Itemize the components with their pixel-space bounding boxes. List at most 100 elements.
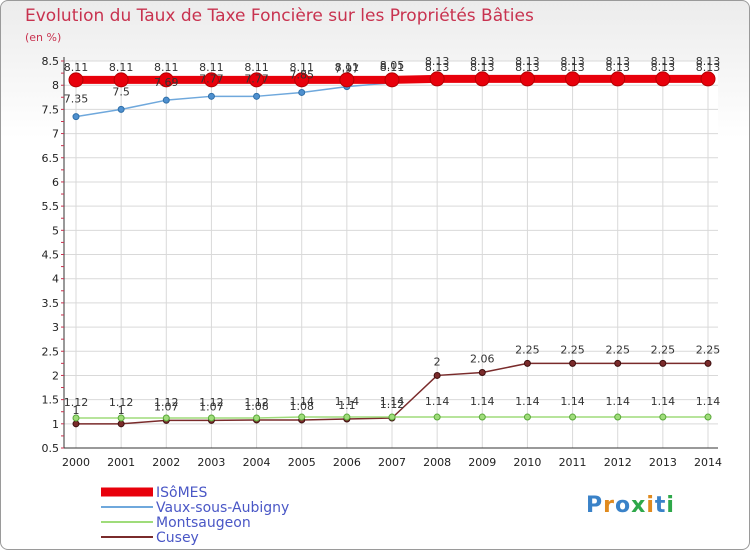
x-tick-label: 2009: [468, 456, 496, 469]
data-point: [253, 414, 261, 422]
data-point: [117, 105, 125, 113]
data-label: 2.06: [470, 353, 495, 366]
data-point: [659, 359, 667, 367]
data-point: [433, 413, 441, 421]
y-tick-label: 4.5: [42, 249, 60, 262]
logo-letter: r: [603, 493, 615, 518]
data-point: [203, 72, 219, 88]
data-label: 8.05: [380, 59, 405, 72]
y-tick-label: 6: [52, 176, 59, 189]
data-point: [72, 113, 80, 121]
data-label: 1: [118, 404, 125, 417]
data-point: [429, 71, 445, 87]
data-point: [565, 71, 581, 87]
data-label: 1: [73, 404, 80, 417]
data-label: 8.11: [335, 61, 360, 74]
y-tick-label: 1.5: [42, 394, 60, 407]
data-label: 1.14: [335, 395, 360, 408]
data-label: 2.25: [605, 343, 630, 356]
legend-label: Montsaugeon: [156, 515, 251, 531]
data-label: 1.14: [696, 395, 721, 408]
data-label: 2: [434, 355, 441, 368]
data-label: 1.14: [470, 395, 495, 408]
data-label: 1.14: [605, 395, 630, 408]
data-point: [569, 359, 577, 367]
data-label: 1.14: [289, 395, 314, 408]
data-point: [72, 414, 80, 422]
y-tick-label: 1: [52, 418, 59, 431]
data-point: [117, 414, 125, 422]
data-label: 8.13: [470, 55, 495, 68]
logo-letter: i: [666, 493, 675, 518]
x-tick-label: 2008: [423, 456, 451, 469]
data-label: 8.11: [154, 61, 179, 74]
data-point: [298, 413, 306, 421]
data-label: 1.12: [154, 396, 179, 409]
y-tick-label: 5: [52, 224, 59, 237]
data-label: 2.25: [696, 343, 721, 356]
data-label: 8.13: [515, 61, 540, 74]
data-label: 1.14: [425, 395, 450, 408]
data-point: [523, 413, 531, 421]
data-label: 1.12: [64, 396, 89, 409]
data-point: [249, 72, 265, 88]
logo-letter: i: [646, 493, 655, 518]
data-label: 1.14: [560, 395, 585, 408]
y-tick-label: 3: [52, 321, 59, 334]
data-label: 2.25: [515, 343, 540, 356]
data-point: [700, 71, 716, 87]
x-tick-label: 2014: [694, 456, 722, 469]
data-point: [614, 359, 622, 367]
x-tick-label: 2004: [243, 456, 271, 469]
data-label: 1.12: [244, 396, 269, 409]
x-tick-label: 2005: [288, 456, 316, 469]
data-label: 1.08: [244, 400, 269, 413]
data-label: 1.14: [651, 395, 676, 408]
x-tick-label: 2007: [378, 456, 406, 469]
x-tick-label: 2010: [513, 456, 541, 469]
data-point: [659, 413, 667, 421]
data-point: [68, 72, 84, 88]
y-tick-label: 2.5: [42, 345, 60, 358]
logo-letter: x: [631, 493, 647, 518]
data-point: [655, 71, 671, 87]
proxiti-logo: Proxiti: [586, 493, 675, 518]
data-label: 1.07: [199, 400, 224, 413]
x-tick-label: 2000: [62, 456, 90, 469]
x-tick-label: 2012: [604, 456, 632, 469]
data-point: [610, 71, 626, 87]
data-label: 8.13: [696, 55, 721, 68]
x-tick-label: 2006: [333, 456, 361, 469]
data-point: [704, 359, 712, 367]
data-point: [298, 88, 306, 96]
data-label: 1.12: [380, 398, 405, 411]
data-label: 8.13: [425, 61, 450, 74]
data-label: 8.11: [109, 61, 134, 74]
x-tick-label: 2013: [649, 456, 677, 469]
data-point: [253, 92, 261, 100]
y-tick-label: 0.5: [42, 442, 60, 455]
unit-label: (en %): [25, 31, 62, 44]
data-label: 8.11: [199, 61, 224, 74]
y-tick-label: 4: [52, 273, 59, 286]
data-label: 2.25: [560, 343, 585, 356]
data-point: [207, 92, 215, 100]
logo-letter: t: [654, 493, 667, 518]
data-label: 8.13: [425, 55, 450, 68]
data-point: [72, 420, 80, 428]
y-tick-label: 6.5: [42, 152, 60, 165]
data-label: 8.11: [244, 61, 269, 74]
chart-title: Evolution du Taux de Taxe Foncière sur l…: [25, 6, 534, 26]
data-label: 8.13: [696, 61, 721, 74]
data-label: 1.12: [109, 396, 134, 409]
data-label: 1.14: [380, 395, 405, 408]
data-label: 7.77: [244, 72, 269, 85]
data-point: [294, 72, 310, 88]
data-point: [158, 72, 174, 88]
data-label: 7.69: [154, 76, 179, 89]
data-point: [339, 72, 355, 88]
data-point: [162, 414, 170, 422]
data-point: [117, 420, 125, 428]
